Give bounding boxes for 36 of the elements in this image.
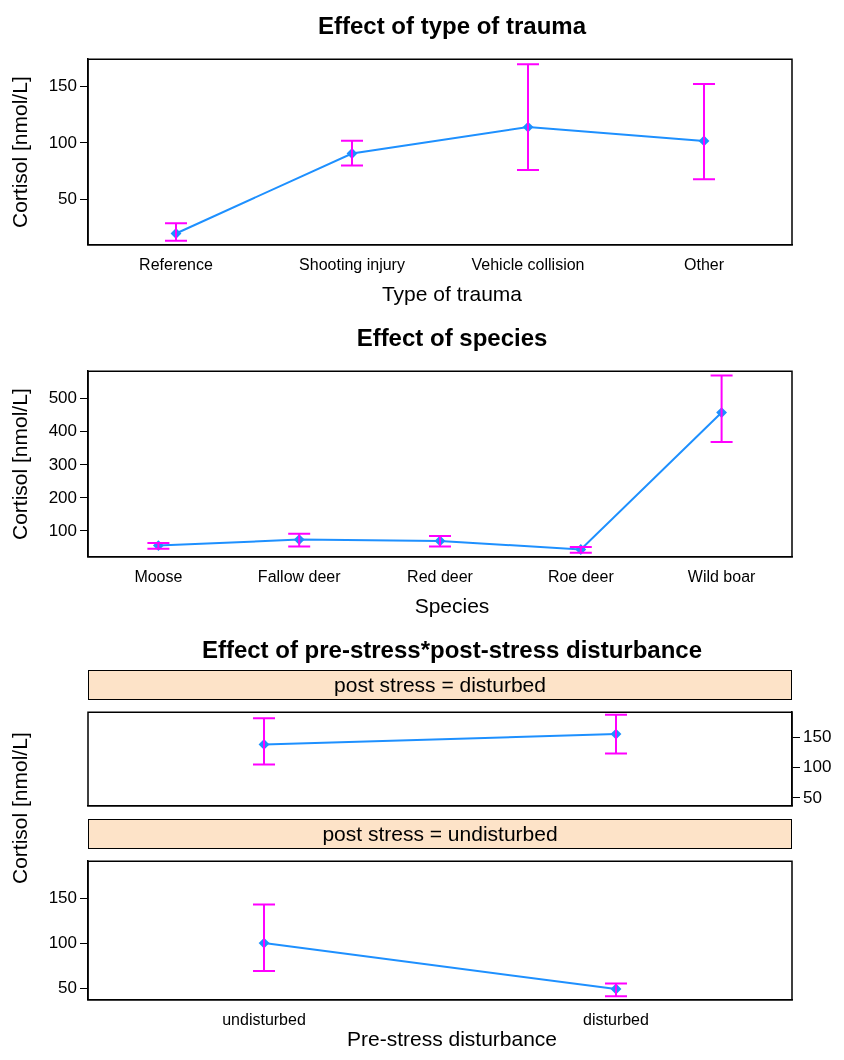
y-tick-label: 100 — [48, 132, 77, 152]
y-axis-title: Cortisol [nmol/L] — [8, 76, 32, 228]
y-tick-label: 400 — [48, 421, 77, 441]
x-tick-label: Red deer — [407, 567, 474, 585]
x-tick-label: Moose — [134, 567, 183, 585]
y-axis-title: Cortisol [nmol/L] — [8, 388, 32, 540]
y-tick-label: 150 — [803, 726, 832, 746]
y-tick-label: 200 — [48, 487, 77, 507]
x-tick-label: Shooting injury — [299, 255, 405, 273]
y-tick-label: 50 — [58, 977, 77, 997]
y-tick-label: 150 — [48, 887, 77, 907]
x-tick-label: disturbed — [583, 1010, 649, 1028]
x-tick-label: Wild boar — [687, 567, 757, 585]
y-tick-label: 100 — [48, 932, 77, 952]
x-tick-label: undisturbed — [222, 1010, 306, 1028]
x-axis-title: Species — [413, 594, 491, 618]
chart-subtitle: post stress = disturbed — [88, 670, 792, 700]
y-tick-label: 50 — [803, 787, 822, 807]
x-tick-label: Reference — [139, 255, 214, 273]
y-tick-label: 100 — [48, 520, 77, 540]
chart-title: Effect of pre-stress*post-stress disturbance — [200, 636, 704, 664]
y-tick-label: 150 — [48, 76, 77, 96]
x-tick-label: Other — [683, 255, 725, 273]
y-tick-label: 100 — [803, 757, 832, 777]
x-axis-title: Pre-stress disturbance — [345, 1027, 559, 1051]
x-tick-label: Fallow deer — [257, 567, 342, 585]
y-tick-label: 500 — [48, 388, 77, 408]
x-axis-title: Type of trauma — [380, 282, 524, 306]
y-axis-title: Cortisol [nmol/L] — [8, 732, 32, 884]
x-tick-label: Vehicle collision — [471, 255, 585, 273]
chart-title: Effect of species — [355, 324, 549, 352]
y-tick-label: 300 — [48, 454, 77, 474]
chart-subtitle: post stress = undisturbed — [88, 819, 792, 849]
y-tick-label: 50 — [58, 189, 77, 209]
x-tick-label: Roe deer — [547, 567, 615, 585]
chart-title: Effect of type of trauma — [317, 12, 588, 40]
